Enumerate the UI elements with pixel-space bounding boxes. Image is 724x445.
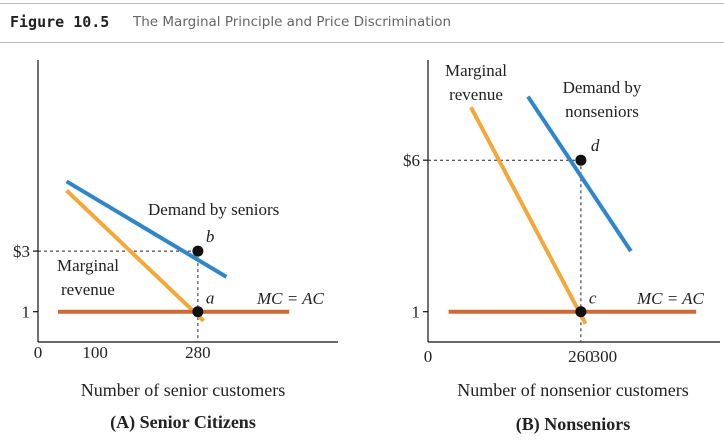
panel-b-mcac-label: MC = AC (636, 289, 705, 308)
panel-b-demand-line (526, 95, 633, 253)
panel-a-y-tick-label: 1 (22, 303, 31, 322)
header-rule-bottom (0, 42, 724, 43)
figure-header: Figure 10.5 The Marginal Principle and P… (0, 0, 724, 44)
panel-b-point-d-label: d (591, 136, 600, 155)
panel-a-mr-label-line2: revenue (61, 280, 115, 299)
panel-b-x-label: Number of nonsenior customers (457, 380, 688, 400)
panel-a-title: (A) Senior Citizens (110, 412, 256, 433)
panel-a-mr-line (65, 189, 205, 323)
panel-a-point-a (192, 306, 204, 318)
panel-a-x-tick-label: 280 (185, 343, 211, 362)
figure-caption: The Marginal Principle and Price Discrim… (133, 14, 452, 30)
panel-b-point-c-label: c (589, 289, 597, 308)
panel-a-mcac-label: MC = AC (256, 289, 325, 308)
panel-b-mr-label-line2: revenue (449, 85, 503, 104)
panel-a-senior-citizens: b a 1 $3 0 100 280 Demand by seniors Marginal… (13, 60, 338, 433)
panel-b-point-d (575, 154, 587, 166)
panel-b-mr-line (469, 106, 588, 325)
panel-b-x-tick-label: 260 (568, 347, 594, 366)
panel-a-x-label: Number of senior customers (81, 380, 285, 400)
panel-b-mr-label-line1: Marginal (445, 61, 507, 80)
figure-number: Figure 10.5 (10, 13, 110, 31)
panel-b-demand-label-line2: nonseniors (565, 102, 639, 121)
panel-a-demand-label: Demand by seniors (148, 200, 279, 219)
panel-a-point-b (192, 245, 204, 257)
panel-b-x-tick-label: 300 (592, 347, 618, 366)
panel-a-x-tick-label: 100 (82, 343, 108, 362)
panel-b-y-tick-label: $6 (403, 151, 420, 170)
panel-a-y-tick-label: $3 (13, 242, 30, 261)
panel-a-mr-label-line1: Marginal (57, 256, 119, 275)
header-rule-top (0, 3, 724, 4)
panel-b-title: (B) Nonseniors (516, 414, 631, 435)
panel-a-point-a-label: a (206, 289, 215, 308)
panel-b-demand-label-line1: Demand by (563, 78, 642, 97)
panel-b-x-tick-label: 0 (424, 347, 433, 366)
panel-b-point-c (575, 306, 587, 318)
panel-a-point-b-label: b (206, 227, 215, 246)
panel-a-x-tick-label: 0 (34, 343, 43, 362)
panel-b-y-tick-label: 1 (412, 303, 421, 322)
panel-a-demand-line (65, 179, 228, 279)
